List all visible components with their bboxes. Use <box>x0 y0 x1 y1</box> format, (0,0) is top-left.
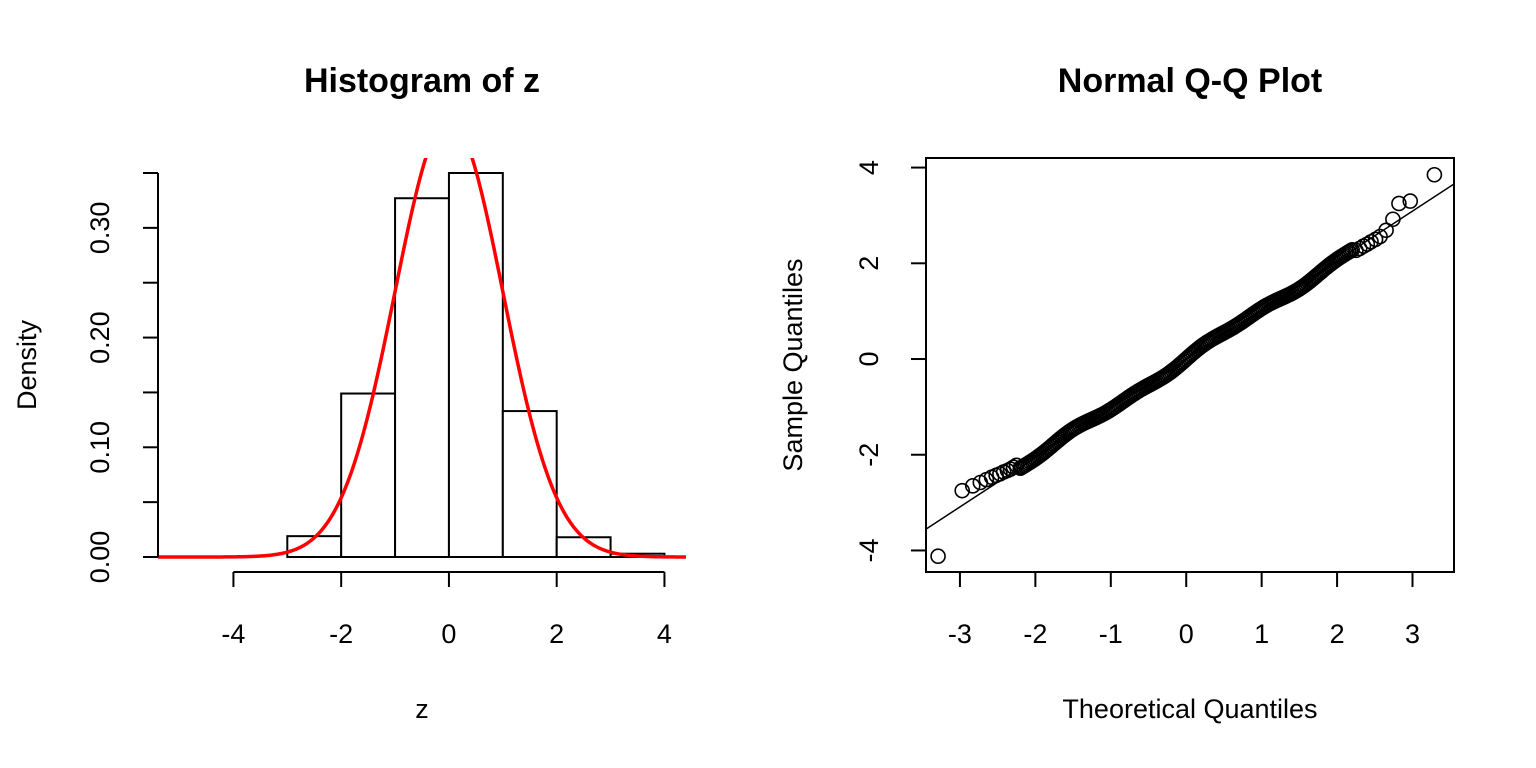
qq-panel: Normal Q-Q Plot Theoretical Quantiles Sa… <box>778 62 1455 724</box>
qq-y-tick-label: 4 <box>854 160 884 175</box>
histogram-y-tick-label: 0.00 <box>85 531 115 584</box>
histogram-bar <box>501 410 558 558</box>
qq-y-axis: -4 -2 0 2 4 <box>854 160 927 562</box>
qq-point <box>964 478 981 494</box>
qq-y-tick-label: 2 <box>854 256 884 271</box>
histogram-y-tick-label: 0.30 <box>85 202 115 255</box>
qq-y-tick-label: -4 <box>854 538 884 562</box>
qq-point <box>954 482 971 499</box>
histogram-panel: Histogram of z z Density -4 -2 0 2 4 0.00 0.1… <box>12 62 686 724</box>
histogram-x-axis: -4 -2 0 2 4 <box>221 571 672 649</box>
histogram-x-tick-label: -2 <box>329 619 353 649</box>
qq-y-tick-label: 0 <box>854 352 884 367</box>
histogram-y-tick-label: 0.20 <box>85 311 115 364</box>
qq-x-axis: -3 -2 -1 0 1 2 3 <box>948 571 1420 649</box>
qq-title: Normal Q-Q Plot <box>1058 62 1322 100</box>
histogram-bar <box>394 197 450 558</box>
histogram-y-axis-label: Density <box>12 319 42 410</box>
qq-point <box>1378 222 1394 239</box>
qq-point <box>1426 166 1443 183</box>
histogram-bars <box>286 172 666 559</box>
qq-x-axis-label: Theoretical Quantiles <box>1062 694 1317 724</box>
qq-x-tick-label: 3 <box>1405 619 1420 649</box>
qq-point <box>1351 240 1368 257</box>
qq-point <box>1402 193 1419 209</box>
qq-point <box>1391 195 1407 212</box>
qq-point <box>1367 231 1384 248</box>
qq-x-tick-label: -3 <box>948 619 972 649</box>
histogram-y-axis: 0.00 0.10 0.20 0.30 <box>85 172 159 584</box>
qq-y-tick-label: -2 <box>854 443 884 467</box>
histogram-x-tick-label: 0 <box>441 619 456 649</box>
histogram-y-tick-label: 0.10 <box>85 421 115 474</box>
qq-points <box>930 166 1443 565</box>
qq-x-tick-label: 2 <box>1330 619 1345 649</box>
qq-x-tick-label: 1 <box>1254 619 1269 649</box>
qq-point <box>1385 211 1401 228</box>
qq-point <box>930 548 946 565</box>
histogram-title: Histogram of z <box>304 62 540 100</box>
histogram-x-tick-label: 2 <box>549 619 564 649</box>
histogram-bar <box>555 536 612 558</box>
qq-x-tick-label: -2 <box>1023 619 1047 649</box>
normal-density-curve <box>158 158 686 559</box>
histogram-x-tick-label: -4 <box>221 619 245 649</box>
qq-x-tick-label: -1 <box>1099 619 1123 649</box>
qq-y-axis-label: Sample Quantiles <box>778 258 808 471</box>
qq-point <box>1359 236 1376 252</box>
histogram-bar <box>447 172 504 558</box>
histogram-x-tick-label: 4 <box>657 619 672 649</box>
qq-x-tick-label: 0 <box>1179 619 1194 649</box>
histogram-x-axis-label: z <box>415 694 429 724</box>
